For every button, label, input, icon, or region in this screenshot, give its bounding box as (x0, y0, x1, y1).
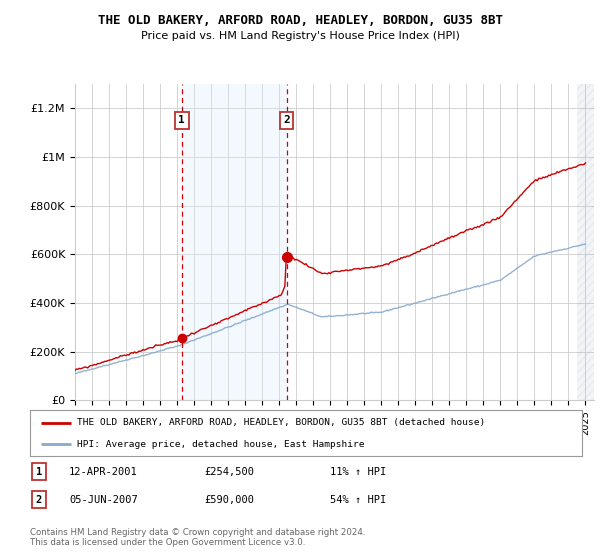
Text: 2: 2 (283, 115, 290, 125)
Text: THE OLD BAKERY, ARFORD ROAD, HEADLEY, BORDON, GU35 8BT (detached house): THE OLD BAKERY, ARFORD ROAD, HEADLEY, BO… (77, 418, 485, 427)
Text: £254,500: £254,500 (204, 466, 254, 477)
Text: 05-JUN-2007: 05-JUN-2007 (69, 494, 138, 505)
Text: THE OLD BAKERY, ARFORD ROAD, HEADLEY, BORDON, GU35 8BT: THE OLD BAKERY, ARFORD ROAD, HEADLEY, BO… (97, 14, 503, 27)
Text: HPI: Average price, detached house, East Hampshire: HPI: Average price, detached house, East… (77, 440, 364, 449)
Text: £590,000: £590,000 (204, 494, 254, 505)
Text: 54% ↑ HPI: 54% ↑ HPI (330, 494, 386, 505)
Bar (577, 84, 594, 400)
Text: 12-APR-2001: 12-APR-2001 (69, 466, 138, 477)
Bar (182, 84, 287, 400)
Text: Contains HM Land Registry data © Crown copyright and database right 2024.
This d: Contains HM Land Registry data © Crown c… (30, 528, 365, 547)
Text: 1: 1 (178, 115, 185, 125)
Text: 11% ↑ HPI: 11% ↑ HPI (330, 466, 386, 477)
Text: 1: 1 (36, 466, 42, 477)
Text: Price paid vs. HM Land Registry's House Price Index (HPI): Price paid vs. HM Land Registry's House … (140, 31, 460, 41)
Text: 2: 2 (36, 494, 42, 505)
